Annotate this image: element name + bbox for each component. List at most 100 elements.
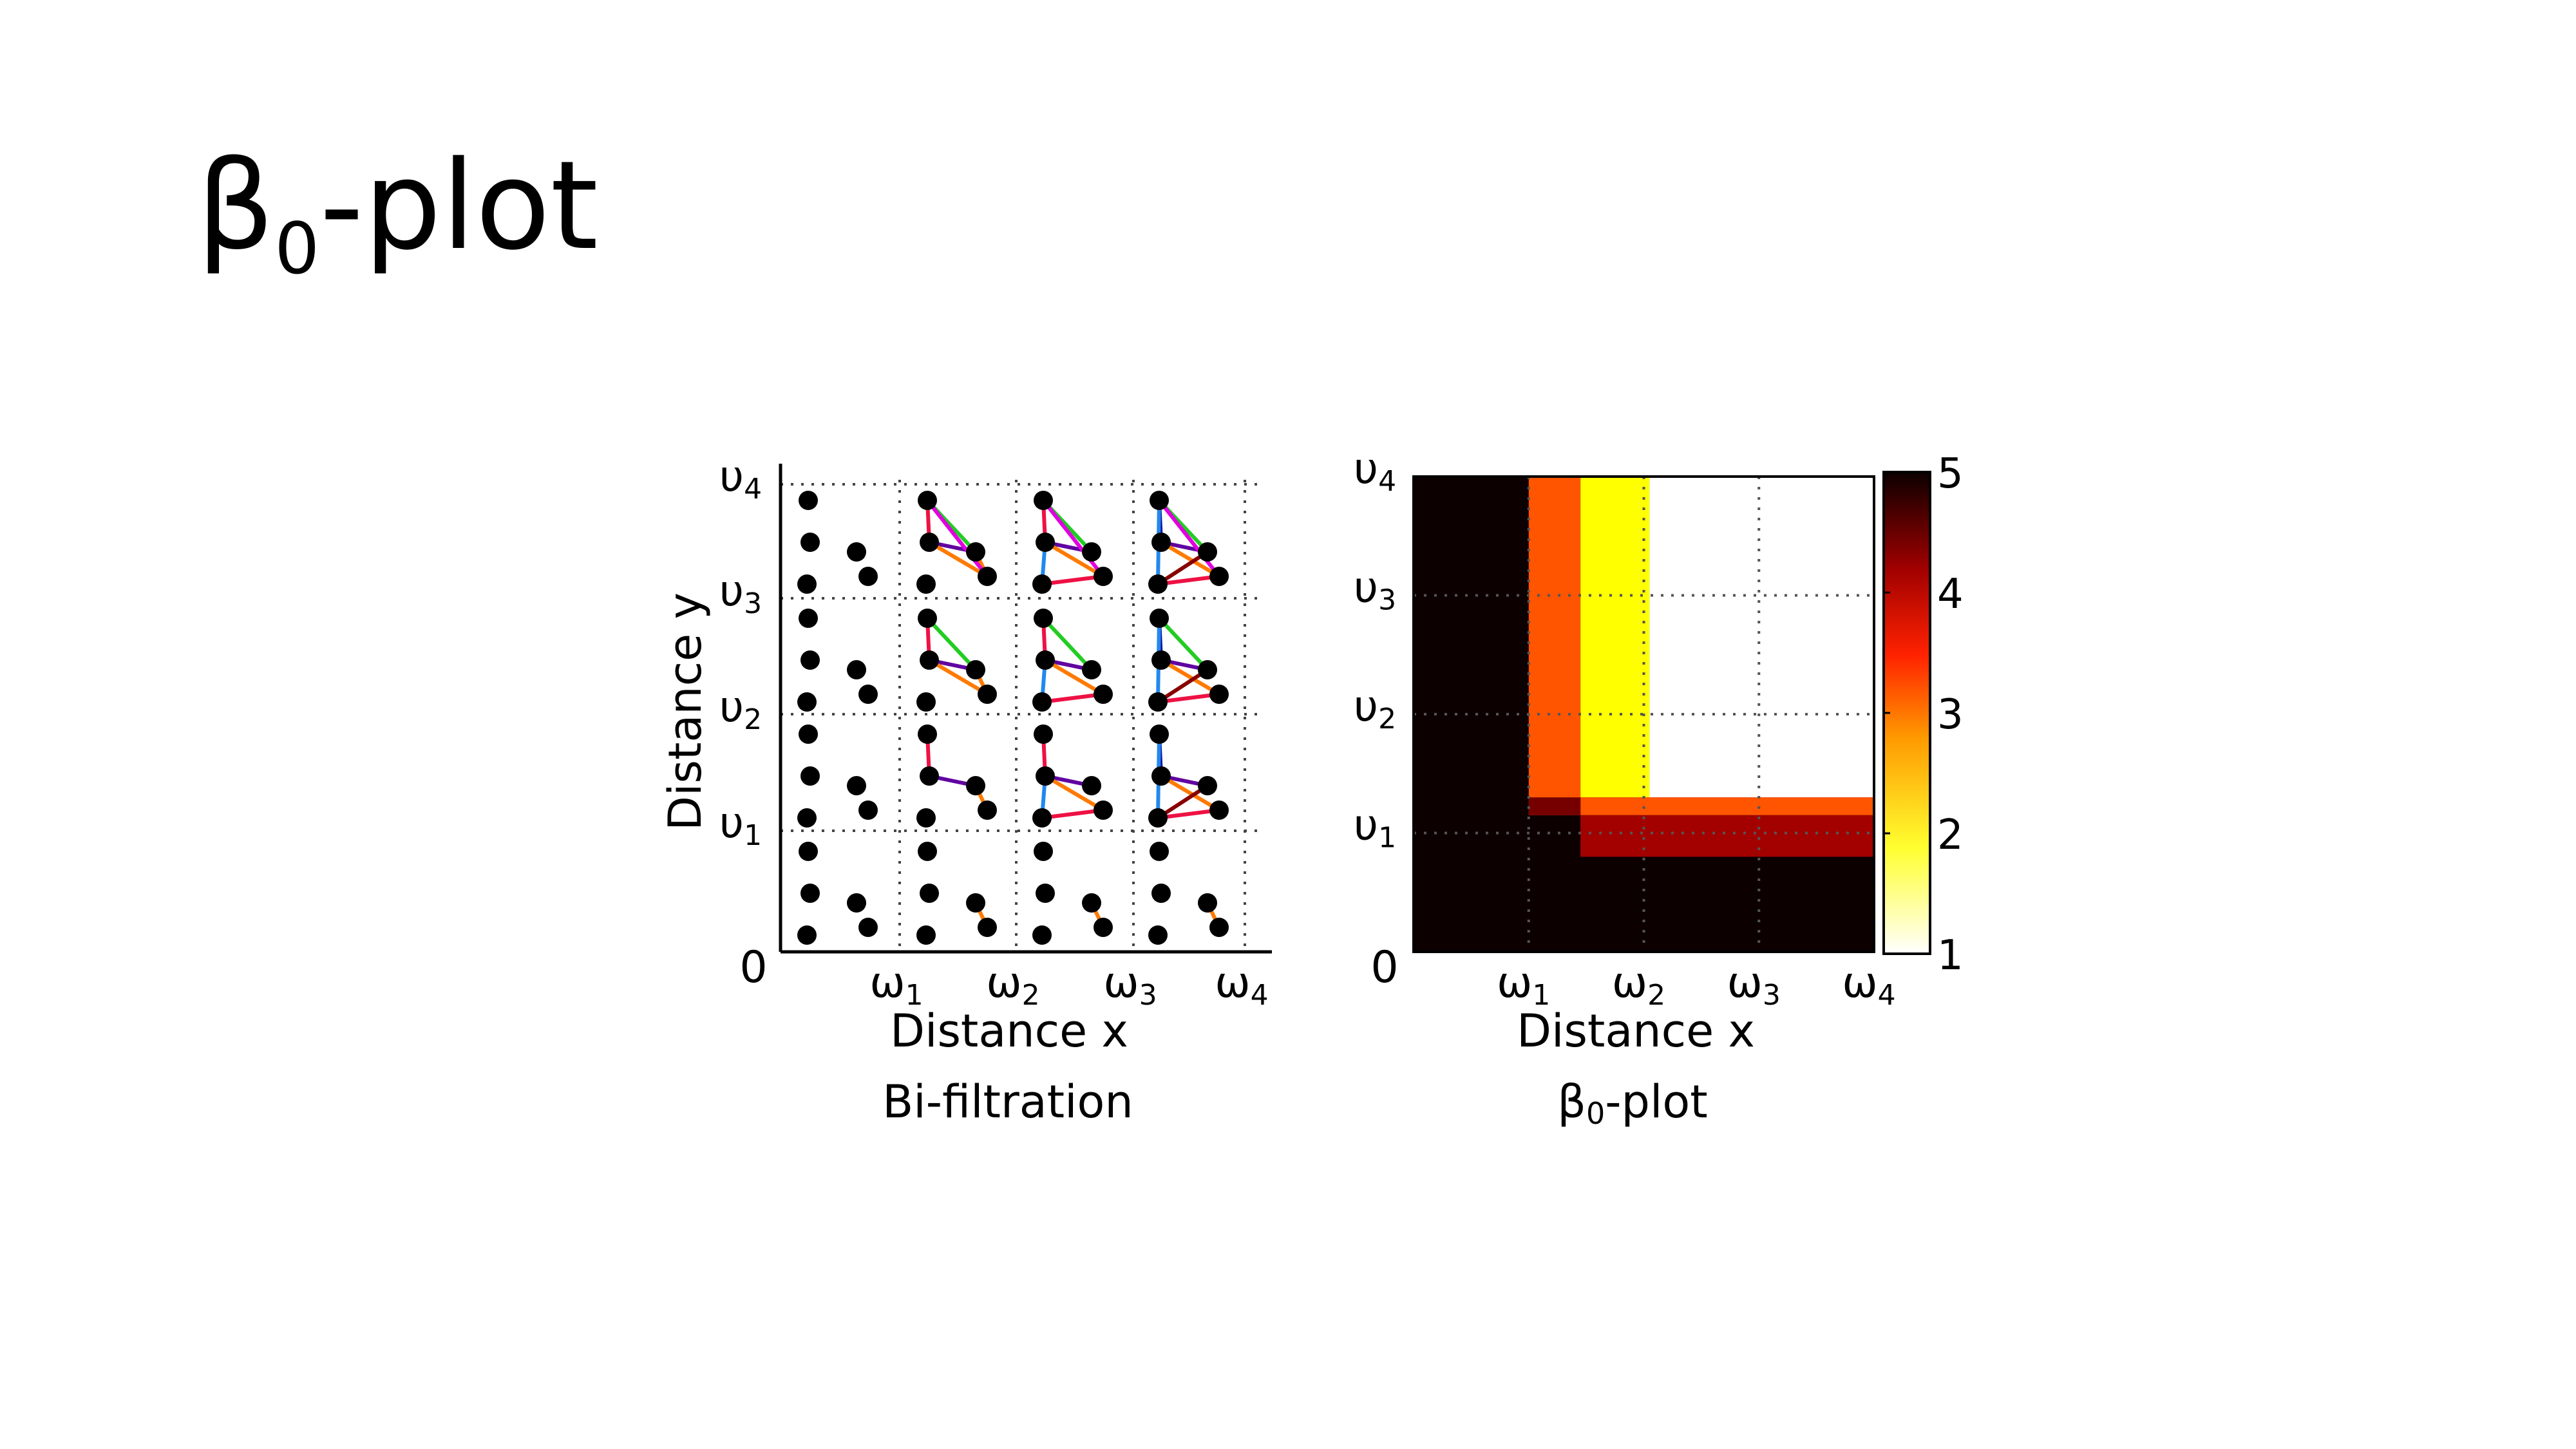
colorbar-ticks: 1 2 3 4 5	[1884, 450, 1964, 980]
bifiltration-point	[920, 884, 939, 903]
bifiltration-point	[797, 808, 817, 828]
heatmap-region	[1580, 815, 1874, 857]
bifiltration-point	[1151, 650, 1171, 670]
bifiltration-point	[1198, 542, 1217, 562]
bifiltration-point	[920, 533, 939, 552]
bifiltration-point	[799, 491, 818, 510]
heatmap-x-tick-label: ω4	[1842, 958, 1895, 1012]
bifiltration-point	[966, 893, 985, 913]
heatmap-y-ticks: υ1 υ2 υ3 υ4	[1354, 444, 1396, 855]
bifiltration-point	[858, 918, 878, 937]
bifiltration-point	[1151, 766, 1171, 786]
bifiltration-point	[797, 692, 817, 712]
bifiltration-edge	[1041, 808, 1104, 820]
bifiltration-edge	[1157, 550, 1209, 586]
heatmap-x-label: Distance x	[1517, 1005, 1755, 1057]
bifiltration-edge	[1041, 499, 1105, 578]
bifiltration-point	[918, 724, 937, 744]
bifiltration-point	[1034, 609, 1053, 628]
bifiltration-point	[918, 491, 937, 510]
heatmap-region	[1580, 477, 1650, 798]
bifiltration-point	[1151, 533, 1171, 552]
bifiltration-point	[1032, 925, 1052, 945]
bifiltration-point	[847, 542, 866, 562]
heatmap-origin-label: 0	[1370, 942, 1398, 993]
bifiltration-edge	[925, 616, 978, 672]
bifiltration-edge	[1157, 808, 1220, 820]
heatmap-y-tick-label: υ3	[1354, 563, 1396, 617]
bifiltration-y-ticks: υ1 υ2 υ3 υ4	[719, 451, 762, 852]
bifiltration-point	[1034, 491, 1053, 510]
bifiltration-point	[800, 884, 820, 903]
bifiltration-x-tick-label: ω1	[869, 958, 923, 1012]
bifiltration-point	[858, 800, 878, 820]
bifiltration-edge	[925, 499, 989, 578]
bifiltration-point	[1148, 692, 1168, 712]
bifiltration-point	[920, 650, 939, 670]
bifiltration-edge	[1157, 668, 1209, 704]
bifiltration-point	[978, 685, 997, 704]
colorbar-tick-label: 1	[1937, 932, 1964, 980]
colorbar-tick-label: 2	[1937, 811, 1964, 859]
bifiltration-grid	[781, 480, 1262, 952]
bifiltration-point	[799, 609, 818, 628]
bifiltration-point	[1198, 660, 1217, 679]
bifiltration-point	[797, 925, 817, 945]
bifiltration-edge	[1157, 574, 1220, 586]
bifiltration-point	[1032, 692, 1052, 712]
heatmap-region	[1528, 797, 1581, 815]
bifiltration-panel: ω1 ω2 ω3 ω4 υ1 υ2 υ3 υ4 0 Distance x Distance …	[659, 451, 1272, 1128]
bifiltration-point	[1209, 567, 1229, 586]
bifiltration-point	[1094, 685, 1113, 704]
colorbar	[1882, 471, 1931, 955]
heatmap-frame	[1412, 475, 1875, 953]
bifiltration-point	[916, 808, 936, 828]
bifiltration-point	[1150, 609, 1169, 628]
bifiltration-edge	[1157, 692, 1220, 704]
bifiltration-point	[918, 609, 937, 628]
bifiltration-point	[1209, 685, 1229, 704]
bifiltration-edge	[928, 540, 989, 578]
bifiltration-x-label: Distance x	[890, 1005, 1128, 1057]
bifiltration-point	[1032, 574, 1052, 594]
bifiltration-point	[1148, 925, 1168, 945]
bifiltration-point	[1082, 776, 1101, 795]
bifiltration-edge	[1160, 540, 1220, 578]
bifiltration-point	[800, 650, 820, 670]
bifiltration-point	[1036, 884, 1055, 903]
heatmap-region	[1649, 477, 1874, 798]
bifiltration-caption: Bi-filtration	[882, 1075, 1133, 1128]
bifiltration-point	[916, 574, 936, 594]
bifiltration-point	[847, 893, 866, 913]
bifiltration-point	[1209, 800, 1229, 820]
bifiltration-point	[1082, 542, 1101, 562]
bifiltration-x-tick-label: ω2	[986, 958, 1039, 1012]
heatmap-y-tick-label: υ2	[1354, 681, 1396, 735]
heatmap-y-tick-label: υ1	[1354, 800, 1396, 855]
bifiltration-edge	[1044, 540, 1104, 578]
bifiltration-point	[858, 567, 878, 586]
bifiltration-point	[858, 685, 878, 704]
bifiltration-point	[1198, 893, 1217, 913]
bifiltration-point	[1198, 776, 1217, 795]
bifiltration-point	[800, 766, 820, 786]
colorbar-tick-label: 3	[1937, 691, 1964, 739]
heatmap-x-tick-label: ω1	[1497, 958, 1550, 1012]
bifiltration-point	[1036, 533, 1055, 552]
bifiltration-edge	[1044, 774, 1104, 812]
heatmap-x-tick-label: ω2	[1612, 958, 1665, 1012]
bifiltration-point	[978, 918, 997, 937]
bifiltration-y-tick-label: υ3	[719, 566, 762, 620]
bifiltration-point	[966, 776, 985, 795]
bifiltration-point	[1150, 491, 1169, 510]
bifiltration-edge	[1041, 692, 1104, 704]
bifiltration-x-ticks: ω1 ω2 ω3 ω4	[869, 958, 1268, 1012]
bifiltration-point	[978, 800, 997, 820]
bifiltration-point	[1082, 660, 1101, 679]
bifiltration-point	[1082, 893, 1101, 913]
bifiltration-edge	[928, 658, 989, 696]
bifiltration-origin-label: 0	[739, 942, 767, 993]
bifiltration-point	[1094, 567, 1113, 586]
